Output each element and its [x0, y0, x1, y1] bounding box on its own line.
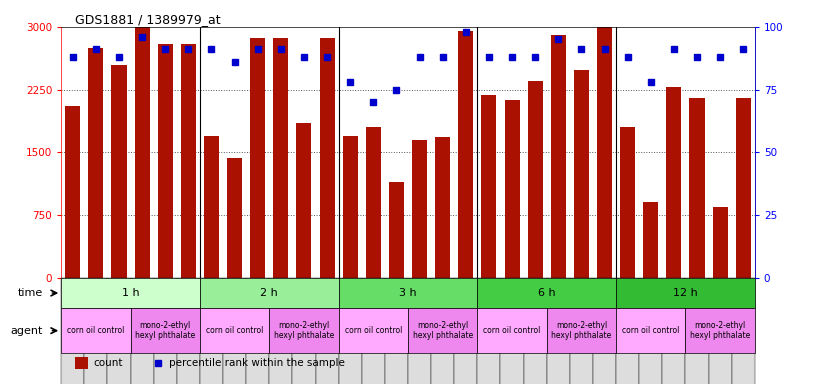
FancyBboxPatch shape	[108, 278, 131, 384]
Bar	[435, 137, 450, 278]
Text: corn oil control: corn oil control	[67, 326, 125, 335]
Text: corn oil control: corn oil control	[483, 326, 541, 335]
Text: 1 h: 1 h	[122, 288, 140, 298]
Bar	[551, 35, 565, 278]
Bar	[389, 182, 404, 278]
FancyBboxPatch shape	[61, 278, 84, 384]
Text: 3 h: 3 h	[399, 288, 417, 298]
Text: GDS1881 / 1389979_at: GDS1881 / 1389979_at	[75, 13, 220, 26]
FancyBboxPatch shape	[639, 278, 663, 384]
Bar	[690, 98, 704, 278]
FancyBboxPatch shape	[431, 278, 455, 384]
Bar	[204, 136, 219, 278]
FancyBboxPatch shape	[593, 278, 616, 384]
FancyBboxPatch shape	[200, 278, 223, 384]
Text: mono-2-ethyl
hexyl phthalate: mono-2-ethyl hexyl phthalate	[274, 321, 334, 340]
FancyBboxPatch shape	[84, 278, 108, 384]
Bar	[65, 106, 80, 278]
Text: corn oil control: corn oil control	[344, 326, 402, 335]
Text: mono-2-ethyl
hexyl phthalate: mono-2-ethyl hexyl phthalate	[413, 321, 472, 340]
FancyBboxPatch shape	[663, 278, 685, 384]
FancyBboxPatch shape	[547, 278, 570, 384]
FancyBboxPatch shape	[316, 278, 339, 384]
FancyBboxPatch shape	[500, 278, 524, 384]
FancyBboxPatch shape	[153, 278, 177, 384]
FancyBboxPatch shape	[616, 278, 755, 308]
Bar	[296, 123, 312, 278]
Bar	[75, 357, 87, 369]
Bar	[251, 38, 265, 278]
Text: count: count	[93, 358, 122, 368]
Text: 6 h: 6 h	[538, 288, 556, 298]
FancyBboxPatch shape	[408, 308, 477, 353]
FancyBboxPatch shape	[177, 278, 200, 384]
Bar	[643, 202, 659, 278]
FancyBboxPatch shape	[385, 278, 408, 384]
Bar	[88, 48, 104, 278]
FancyBboxPatch shape	[408, 278, 431, 384]
Bar	[736, 98, 751, 278]
Bar	[667, 87, 681, 278]
Bar	[320, 38, 335, 278]
Bar	[181, 44, 196, 278]
FancyBboxPatch shape	[339, 278, 361, 384]
Bar	[597, 27, 612, 278]
Bar	[112, 65, 126, 278]
FancyBboxPatch shape	[477, 278, 500, 384]
Bar	[135, 27, 149, 278]
Bar	[504, 99, 520, 278]
Bar	[412, 140, 427, 278]
Bar	[343, 136, 357, 278]
Bar	[574, 70, 589, 278]
Text: percentile rank within the sample: percentile rank within the sample	[169, 358, 344, 368]
Bar	[620, 127, 635, 278]
FancyBboxPatch shape	[524, 278, 547, 384]
FancyBboxPatch shape	[685, 278, 708, 384]
FancyBboxPatch shape	[200, 278, 339, 308]
FancyBboxPatch shape	[61, 308, 131, 353]
Bar	[157, 44, 173, 278]
FancyBboxPatch shape	[708, 278, 732, 384]
FancyBboxPatch shape	[547, 308, 616, 353]
Text: 2 h: 2 h	[260, 288, 278, 298]
FancyBboxPatch shape	[339, 278, 477, 308]
Text: 12 h: 12 h	[673, 288, 698, 298]
Bar	[459, 31, 473, 278]
FancyBboxPatch shape	[732, 278, 755, 384]
Bar	[273, 38, 288, 278]
FancyBboxPatch shape	[361, 278, 385, 384]
FancyBboxPatch shape	[616, 308, 685, 353]
FancyBboxPatch shape	[200, 308, 269, 353]
FancyBboxPatch shape	[223, 278, 246, 384]
Bar	[712, 207, 728, 278]
FancyBboxPatch shape	[269, 308, 339, 353]
Text: mono-2-ethyl
hexyl phthalate: mono-2-ethyl hexyl phthalate	[690, 321, 750, 340]
FancyBboxPatch shape	[477, 278, 616, 308]
FancyBboxPatch shape	[61, 278, 200, 308]
FancyBboxPatch shape	[131, 278, 153, 384]
FancyBboxPatch shape	[616, 278, 639, 384]
Text: corn oil control: corn oil control	[622, 326, 680, 335]
FancyBboxPatch shape	[570, 278, 593, 384]
FancyBboxPatch shape	[339, 308, 408, 353]
FancyBboxPatch shape	[455, 278, 477, 384]
FancyBboxPatch shape	[246, 278, 269, 384]
FancyBboxPatch shape	[685, 308, 755, 353]
Bar	[227, 158, 242, 278]
Bar	[528, 81, 543, 278]
Text: time: time	[17, 288, 42, 298]
Bar	[366, 127, 381, 278]
Text: mono-2-ethyl
hexyl phthalate: mono-2-ethyl hexyl phthalate	[552, 321, 611, 340]
Bar	[481, 96, 496, 278]
FancyBboxPatch shape	[269, 278, 292, 384]
FancyBboxPatch shape	[292, 278, 316, 384]
Text: agent: agent	[11, 326, 42, 336]
Text: mono-2-ethyl
hexyl phthalate: mono-2-ethyl hexyl phthalate	[135, 321, 195, 340]
Text: corn oil control: corn oil control	[206, 326, 264, 335]
FancyBboxPatch shape	[477, 308, 547, 353]
FancyBboxPatch shape	[131, 308, 200, 353]
